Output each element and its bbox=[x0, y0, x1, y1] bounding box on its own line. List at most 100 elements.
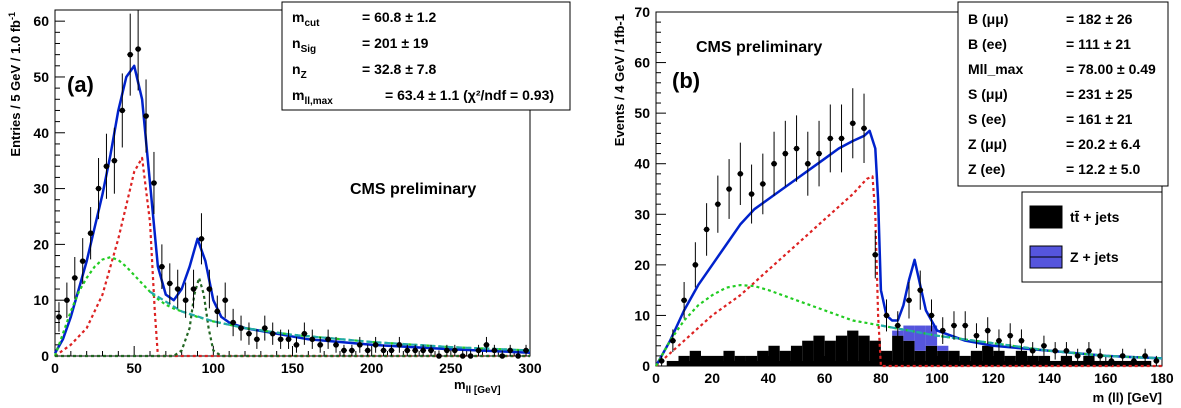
x-tick-label: 20 bbox=[704, 370, 720, 386]
fit-curve-background-fit bbox=[149, 290, 531, 352]
data-point bbox=[1119, 353, 1126, 359]
x-tick-label: 120 bbox=[982, 370, 1006, 386]
x-axis-label: m (ll) [GeV] bbox=[1093, 390, 1162, 405]
stats-box bbox=[957, 1, 1169, 187]
x-axis-label: mll [GeV] bbox=[454, 377, 501, 396]
legend-label: tt̄ + jets bbox=[1070, 209, 1120, 225]
data-point bbox=[475, 347, 482, 354]
y-tick-label: 30 bbox=[634, 206, 650, 222]
data-point bbox=[973, 332, 980, 339]
data-point bbox=[341, 347, 347, 354]
ttbar-bar bbox=[970, 350, 983, 366]
data-point bbox=[230, 319, 236, 326]
ttbar-bar bbox=[835, 335, 848, 366]
data-point bbox=[515, 353, 521, 359]
y-tick-label: 10 bbox=[634, 307, 650, 323]
stats-value: = 111 ± 21 bbox=[1066, 36, 1131, 52]
data-point bbox=[190, 286, 197, 292]
ttbar-bar bbox=[892, 335, 904, 366]
stats-box bbox=[281, 1, 571, 111]
ttbar-bar bbox=[1049, 360, 1061, 366]
data-point bbox=[1041, 342, 1047, 349]
data-point bbox=[444, 347, 450, 354]
x-tick-label: 140 bbox=[1038, 370, 1062, 386]
ttbar-bar bbox=[1038, 355, 1050, 366]
ttbar-bar bbox=[757, 350, 769, 366]
data-point bbox=[523, 347, 529, 354]
fit-curve-flat-background bbox=[53, 256, 531, 357]
stats-label: S (μμ) bbox=[968, 86, 1008, 102]
data-point bbox=[396, 342, 403, 348]
x-tick-label: 0 bbox=[51, 360, 59, 376]
ttbar-bar bbox=[982, 345, 994, 366]
stats-label: S (ee) bbox=[968, 111, 1006, 127]
data-point bbox=[805, 160, 811, 167]
x-tick-label: 80 bbox=[873, 370, 889, 386]
data-point bbox=[214, 308, 221, 315]
data-point bbox=[1153, 358, 1160, 364]
ttbar-bar bbox=[802, 340, 814, 366]
ttbar-bar bbox=[959, 355, 971, 366]
x-tick-label: 300 bbox=[518, 360, 542, 376]
data-point bbox=[135, 46, 141, 52]
x-tick-label: 100 bbox=[202, 360, 226, 376]
data-point bbox=[906, 297, 912, 304]
ttbar-bar bbox=[858, 335, 870, 366]
stats-value: = 231 ± 25 bbox=[1066, 86, 1133, 102]
data-point bbox=[349, 347, 355, 354]
stats-value: = 32.8 ± 7.8 bbox=[362, 61, 436, 77]
data-point bbox=[984, 327, 991, 334]
data-point bbox=[491, 347, 498, 354]
y-tick-label: 0 bbox=[41, 348, 49, 364]
data-point bbox=[388, 347, 395, 354]
data-point bbox=[793, 145, 800, 152]
ttbar-bar bbox=[779, 350, 791, 366]
ttbar-bar bbox=[768, 345, 780, 366]
data-point bbox=[56, 314, 62, 320]
stats-label: nZ bbox=[292, 61, 307, 81]
ttbar-bar bbox=[1094, 360, 1106, 366]
x-tick-label: 0 bbox=[652, 370, 660, 386]
data-point bbox=[238, 325, 244, 331]
data-point bbox=[1086, 348, 1092, 354]
fit-curve-signal-shape bbox=[655, 175, 1162, 368]
panel-label: (b) bbox=[672, 68, 700, 93]
data-point bbox=[309, 336, 316, 343]
data-point bbox=[87, 230, 94, 237]
data-point bbox=[737, 171, 744, 177]
stats-label: B (ee) bbox=[968, 36, 1007, 52]
data-point bbox=[372, 342, 379, 348]
stats-value: = 161 ± 21 bbox=[1066, 111, 1133, 127]
data-point bbox=[1063, 348, 1070, 354]
panel-label: (a) bbox=[67, 72, 94, 97]
data-point bbox=[269, 330, 276, 337]
data-point bbox=[380, 347, 387, 354]
stats-label: Z (ee) bbox=[968, 161, 1005, 177]
stats-value: = 78.00 ± 0.49 bbox=[1066, 61, 1156, 77]
data-point bbox=[111, 157, 118, 164]
y-axis-label: Events / 4 GeV / 1fb-1 bbox=[612, 14, 627, 146]
data-point bbox=[364, 347, 371, 354]
stats-value: = 63.4 ± 1.1 (χ²/ndf = 0.93) bbox=[385, 87, 554, 103]
data-point bbox=[325, 336, 331, 343]
data-point bbox=[64, 297, 70, 303]
y-tick-label: 0 bbox=[642, 358, 650, 374]
cms-annotation: CMS preliminary bbox=[696, 39, 822, 56]
data-point bbox=[670, 337, 676, 344]
stats-label: mcut bbox=[292, 9, 320, 29]
data-point bbox=[317, 342, 324, 348]
data-point bbox=[222, 297, 229, 303]
data-point bbox=[483, 342, 490, 348]
data-point bbox=[507, 347, 514, 354]
data-point bbox=[333, 342, 339, 348]
data-point bbox=[827, 135, 834, 142]
y-tick-label: 60 bbox=[634, 55, 650, 71]
y-tick-label: 40 bbox=[634, 156, 650, 172]
data-point bbox=[198, 236, 205, 242]
data-point bbox=[1142, 353, 1148, 359]
ttbar-bar bbox=[1117, 360, 1129, 366]
x-tick-label: 60 bbox=[817, 370, 833, 386]
chart-panel-a: 0 50 100 150 200 250 300 0 10 20 30 40 50 60 mll [GeV]… bbox=[7, 1, 571, 396]
fit-curve-Z-peak bbox=[55, 276, 530, 358]
y-tick-label: 70 bbox=[634, 4, 650, 20]
